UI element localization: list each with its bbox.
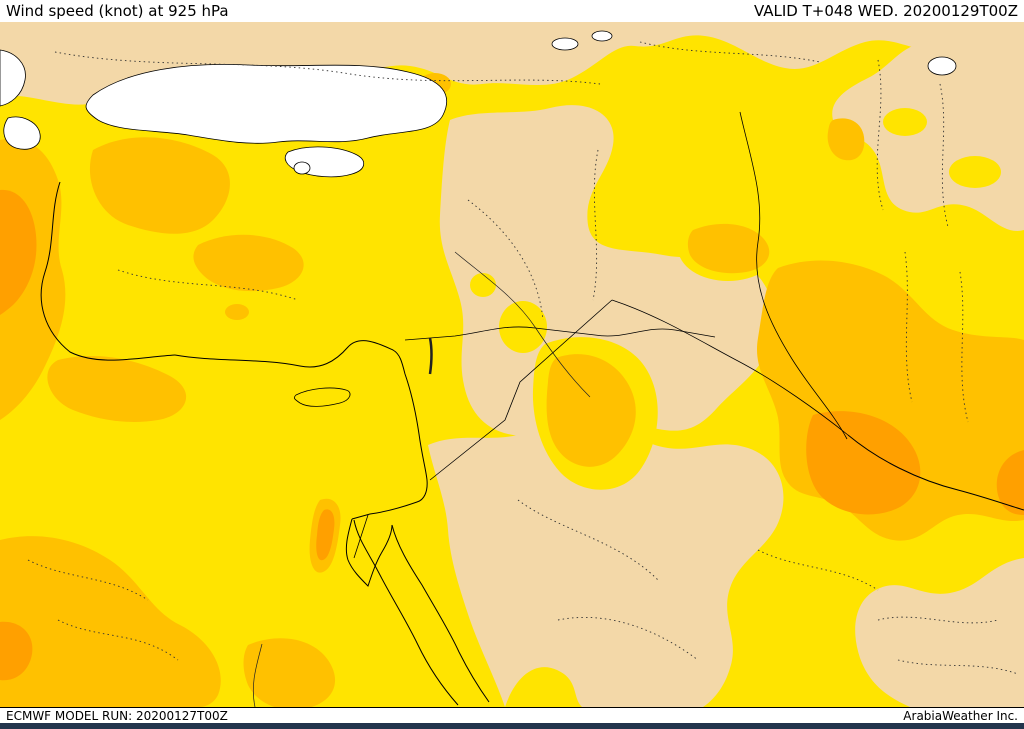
dotted-boundary (959, 271, 969, 423)
wind-speed-map (0, 22, 1024, 707)
wind-contour-strong-east-edge (996, 450, 1024, 515)
persian-gulf-coastline (847, 434, 1024, 511)
model-run-label: ECMWF MODEL RUN: 20200127T00Z (6, 708, 228, 723)
map-title: Wind speed (knot) at 925 hPa (6, 2, 229, 20)
valid-time-label: VALID T+048 WED. 20200129T00Z (753, 2, 1018, 20)
wind-contour-orange-anatolia-west (89, 137, 230, 234)
wind-contour-orange-egypt (0, 536, 221, 707)
lake (591, 30, 613, 42)
aegean-coastline (40, 181, 176, 361)
dotted-boundary (27, 559, 149, 601)
wind-contour-beige-central (439, 105, 775, 436)
aegean-sea (3, 116, 41, 150)
wind-contour-orange-iraq-north (687, 223, 770, 274)
dead-sea (428, 337, 433, 375)
wind-contour-yellow-hole (949, 156, 1001, 188)
red-sea-west-coast (353, 519, 459, 706)
map-footer: ECMWF MODEL RUN: 20200127T00Z ArabiaWeat… (0, 707, 1024, 723)
cyprus-island (293, 387, 351, 407)
map-canvas (0, 22, 1024, 707)
wind-contour-orange-anatolia-central (193, 234, 304, 292)
wind-contour-orange-southcoast (47, 355, 187, 422)
sinai-coastline (345, 518, 393, 587)
egypt-israel-border (353, 514, 369, 559)
credit-label: ArabiaWeather Inc. (903, 708, 1018, 723)
nile-river (252, 643, 263, 707)
aegean-sea (0, 49, 26, 107)
wind-contour-strong-egypt-edge (0, 621, 33, 681)
bottom-bar (0, 723, 1024, 729)
dotted-boundaries (27, 41, 1019, 675)
wind-contour-yellow-hole (883, 108, 927, 136)
dotted-boundary (904, 251, 913, 403)
dotted-boundary (57, 619, 179, 661)
map-header: Wind speed (knot) at 925 hPa VALID T+048… (0, 0, 1024, 22)
wind-contour-orange-nile-delta (243, 638, 336, 707)
wind-contour-yellow-tongue (505, 667, 582, 707)
euphrates-river (454, 251, 591, 398)
turkey-syria-border (404, 326, 716, 341)
mediterranean-coastline (174, 340, 428, 520)
dotted-boundary (557, 616, 699, 661)
red-sea-east-coast (391, 524, 490, 703)
wind-contour-strong-east-core (806, 411, 921, 515)
dotted-boundary (757, 549, 879, 591)
wind-contour-yellow-hole (470, 273, 496, 297)
dotted-boundary (876, 59, 884, 211)
wind-contour-strong-west (0, 189, 37, 315)
wind-contour-beige-south-central (428, 416, 784, 707)
dotted-boundary (117, 269, 299, 301)
iran-border (739, 111, 848, 440)
jordan-saudi-border (429, 299, 613, 481)
lake-tuz (293, 161, 311, 175)
dotted-boundary (54, 51, 601, 85)
wind-contour-beige-north-band (0, 22, 1024, 105)
black-sea (85, 64, 448, 144)
lake (551, 37, 579, 51)
wind-contour-orange-spot (225, 304, 249, 320)
wind-contour-strong-aqaba (316, 509, 335, 561)
lake (927, 56, 957, 76)
iraq-saudi-border (611, 299, 849, 436)
wind-contour-orange-northeast-spot (827, 118, 865, 161)
wind-contour-orange-center (546, 354, 636, 467)
dotted-boundary (592, 149, 599, 301)
wind-contour-beige-southeast-corner (855, 558, 1024, 707)
